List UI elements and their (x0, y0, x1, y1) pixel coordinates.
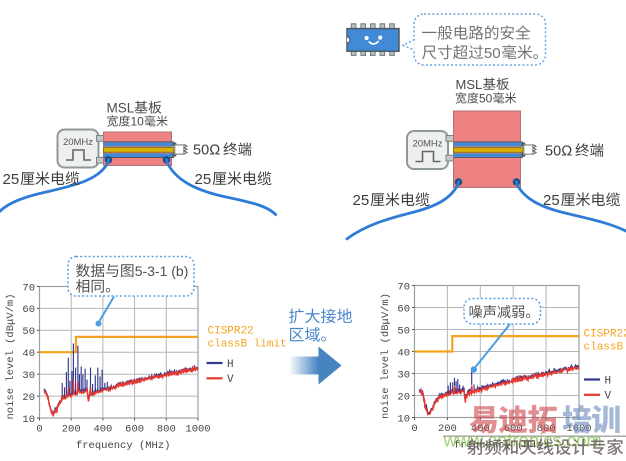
svg-text:25: 25 (353, 192, 370, 209)
svg-text:noise level (dBμV/m): noise level (dBμV/m) (380, 293, 392, 419)
svg-text:25: 25 (543, 192, 560, 209)
svg-text:V: V (227, 374, 234, 386)
svg-text:classB limit: classB limit (584, 342, 626, 354)
svg-text:200: 200 (62, 424, 81, 436)
svg-text:20: 20 (397, 391, 410, 403)
svg-text:10: 10 (131, 115, 145, 129)
svg-text:0: 0 (411, 423, 417, 435)
svg-text:0: 0 (36, 424, 42, 436)
svg-text:1000: 1000 (185, 424, 210, 436)
svg-text:40: 40 (22, 348, 35, 360)
svg-text:MSL: MSL (107, 101, 135, 116)
svg-text:800: 800 (157, 424, 176, 436)
svg-text:10: 10 (397, 413, 410, 425)
svg-text:V: V (605, 391, 612, 403)
svg-text:60: 60 (397, 303, 410, 315)
svg-text:MSL: MSL (456, 77, 483, 92)
svg-text:H: H (227, 359, 234, 371)
svg-text:CISPR22: CISPR22 (584, 329, 626, 341)
svg-text:70: 70 (22, 282, 35, 294)
svg-text:50: 50 (484, 45, 501, 62)
svg-text:noise level (dBμV/m): noise level (dBμV/m) (5, 293, 17, 419)
svg-text:20MHz: 20MHz (63, 137, 93, 148)
svg-text:H: H (605, 375, 612, 387)
svg-text:classB limit: classB limit (208, 339, 287, 351)
svg-text:400: 400 (93, 424, 112, 436)
svg-text:50Ω: 50Ω (193, 143, 220, 159)
svg-text:10: 10 (22, 414, 35, 426)
svg-text:40: 40 (397, 347, 410, 359)
svg-text:70: 70 (397, 281, 410, 293)
svg-text:25: 25 (195, 171, 212, 188)
svg-text:50Ω: 50Ω (545, 144, 572, 160)
svg-text:600: 600 (125, 424, 144, 436)
svg-text:frequency (MHz): frequency (MHz) (76, 440, 171, 452)
svg-text:50: 50 (397, 325, 410, 337)
svg-text:30: 30 (22, 370, 35, 382)
svg-text:30: 30 (397, 369, 410, 381)
svg-text:CISPR22: CISPR22 (208, 326, 254, 338)
svg-text:25: 25 (3, 171, 20, 188)
svg-text:20: 20 (22, 392, 35, 404)
svg-text:5-3-1 (b): 5-3-1 (b) (135, 263, 189, 279)
svg-text:20MHz: 20MHz (412, 139, 442, 150)
svg-text:50: 50 (22, 326, 35, 338)
svg-text:60: 60 (22, 304, 35, 316)
svg-text:50: 50 (479, 92, 493, 106)
